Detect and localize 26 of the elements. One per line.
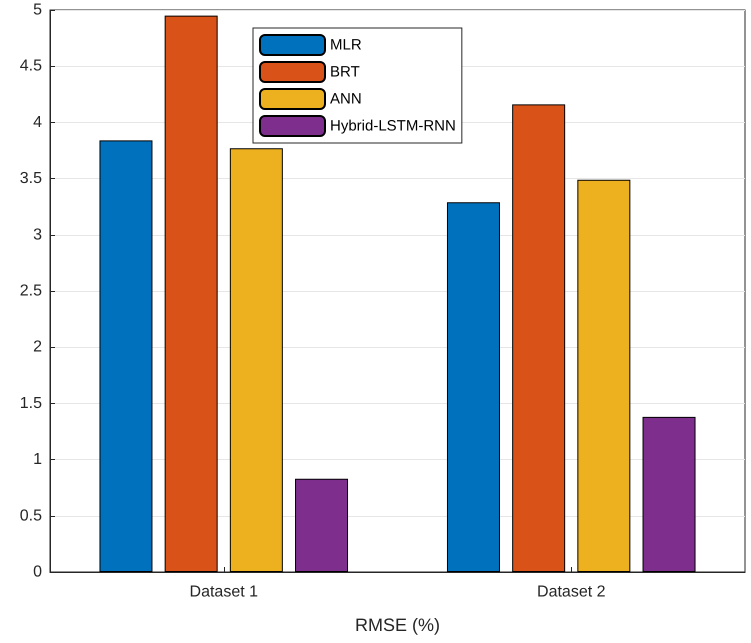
bar	[295, 478, 348, 572]
bar	[164, 16, 218, 572]
x-tick-label: Dataset 1	[190, 584, 258, 600]
y-tick-label: 2.5	[20, 282, 42, 300]
legend-label: Hybrid-LSTM-RNN	[330, 118, 456, 134]
y-tick-label: 2	[33, 338, 42, 356]
y-tick-label: 1.5	[20, 394, 42, 412]
bar	[642, 416, 696, 572]
y-tick-label: 0.5	[20, 507, 42, 524]
x-axis-title: RMSE (%)	[355, 615, 440, 635]
y-tick-label: 0	[33, 564, 42, 580]
y-tick-label: 5	[33, 2, 42, 18]
bar	[512, 104, 566, 572]
bar	[230, 148, 283, 572]
y-tick-label: 4.5	[20, 58, 42, 75]
y-tick-label: 1	[33, 451, 42, 468]
bar	[577, 180, 630, 572]
legend-label: BRT	[330, 64, 360, 80]
y-tick-label: 3	[33, 226, 42, 244]
bar	[446, 202, 500, 572]
y-tick-label: 3.5	[20, 170, 42, 188]
legend-label: MLR	[330, 36, 362, 54]
legend-label: ANN	[330, 90, 362, 108]
x-tick-label: Dataset 2	[537, 584, 606, 600]
y-tick-label: 4	[33, 114, 42, 131]
bar	[99, 140, 152, 572]
